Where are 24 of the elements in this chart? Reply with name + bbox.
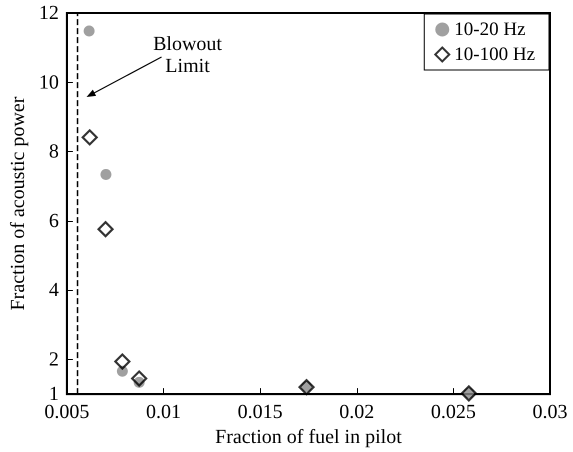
point [298,379,315,396]
point [100,168,112,180]
y-axis-title: Fraction of acoustic power [7,96,29,310]
legend-label: 10-20 Hz [454,19,526,40]
x-tick-label: 0.015 [238,401,283,424]
y-tick-label: 12 [38,2,59,24]
point [131,370,148,387]
x-tick-label: 0.025 [430,401,476,424]
x-tick-label: 0.02 [339,401,374,424]
point [82,129,98,146]
point [97,221,114,238]
y-tick-label: 4 [48,279,59,302]
x-tick-label: 0.03 [532,401,568,424]
annotation: Blowout Limit [153,33,222,77]
point [114,353,130,370]
point [84,26,95,37]
legend-label: 10-100 Hz [454,44,536,65]
point [460,385,477,402]
x-axis-title: Fraction of fuel in pilot [215,426,402,448]
y-tick-label: 8 [48,140,59,163]
x-tick-label: 0.01 [146,401,182,424]
y-tick-label: 10 [38,71,59,94]
y-tick-label: 2 [48,348,59,370]
y-tick-label: 6 [48,210,59,232]
